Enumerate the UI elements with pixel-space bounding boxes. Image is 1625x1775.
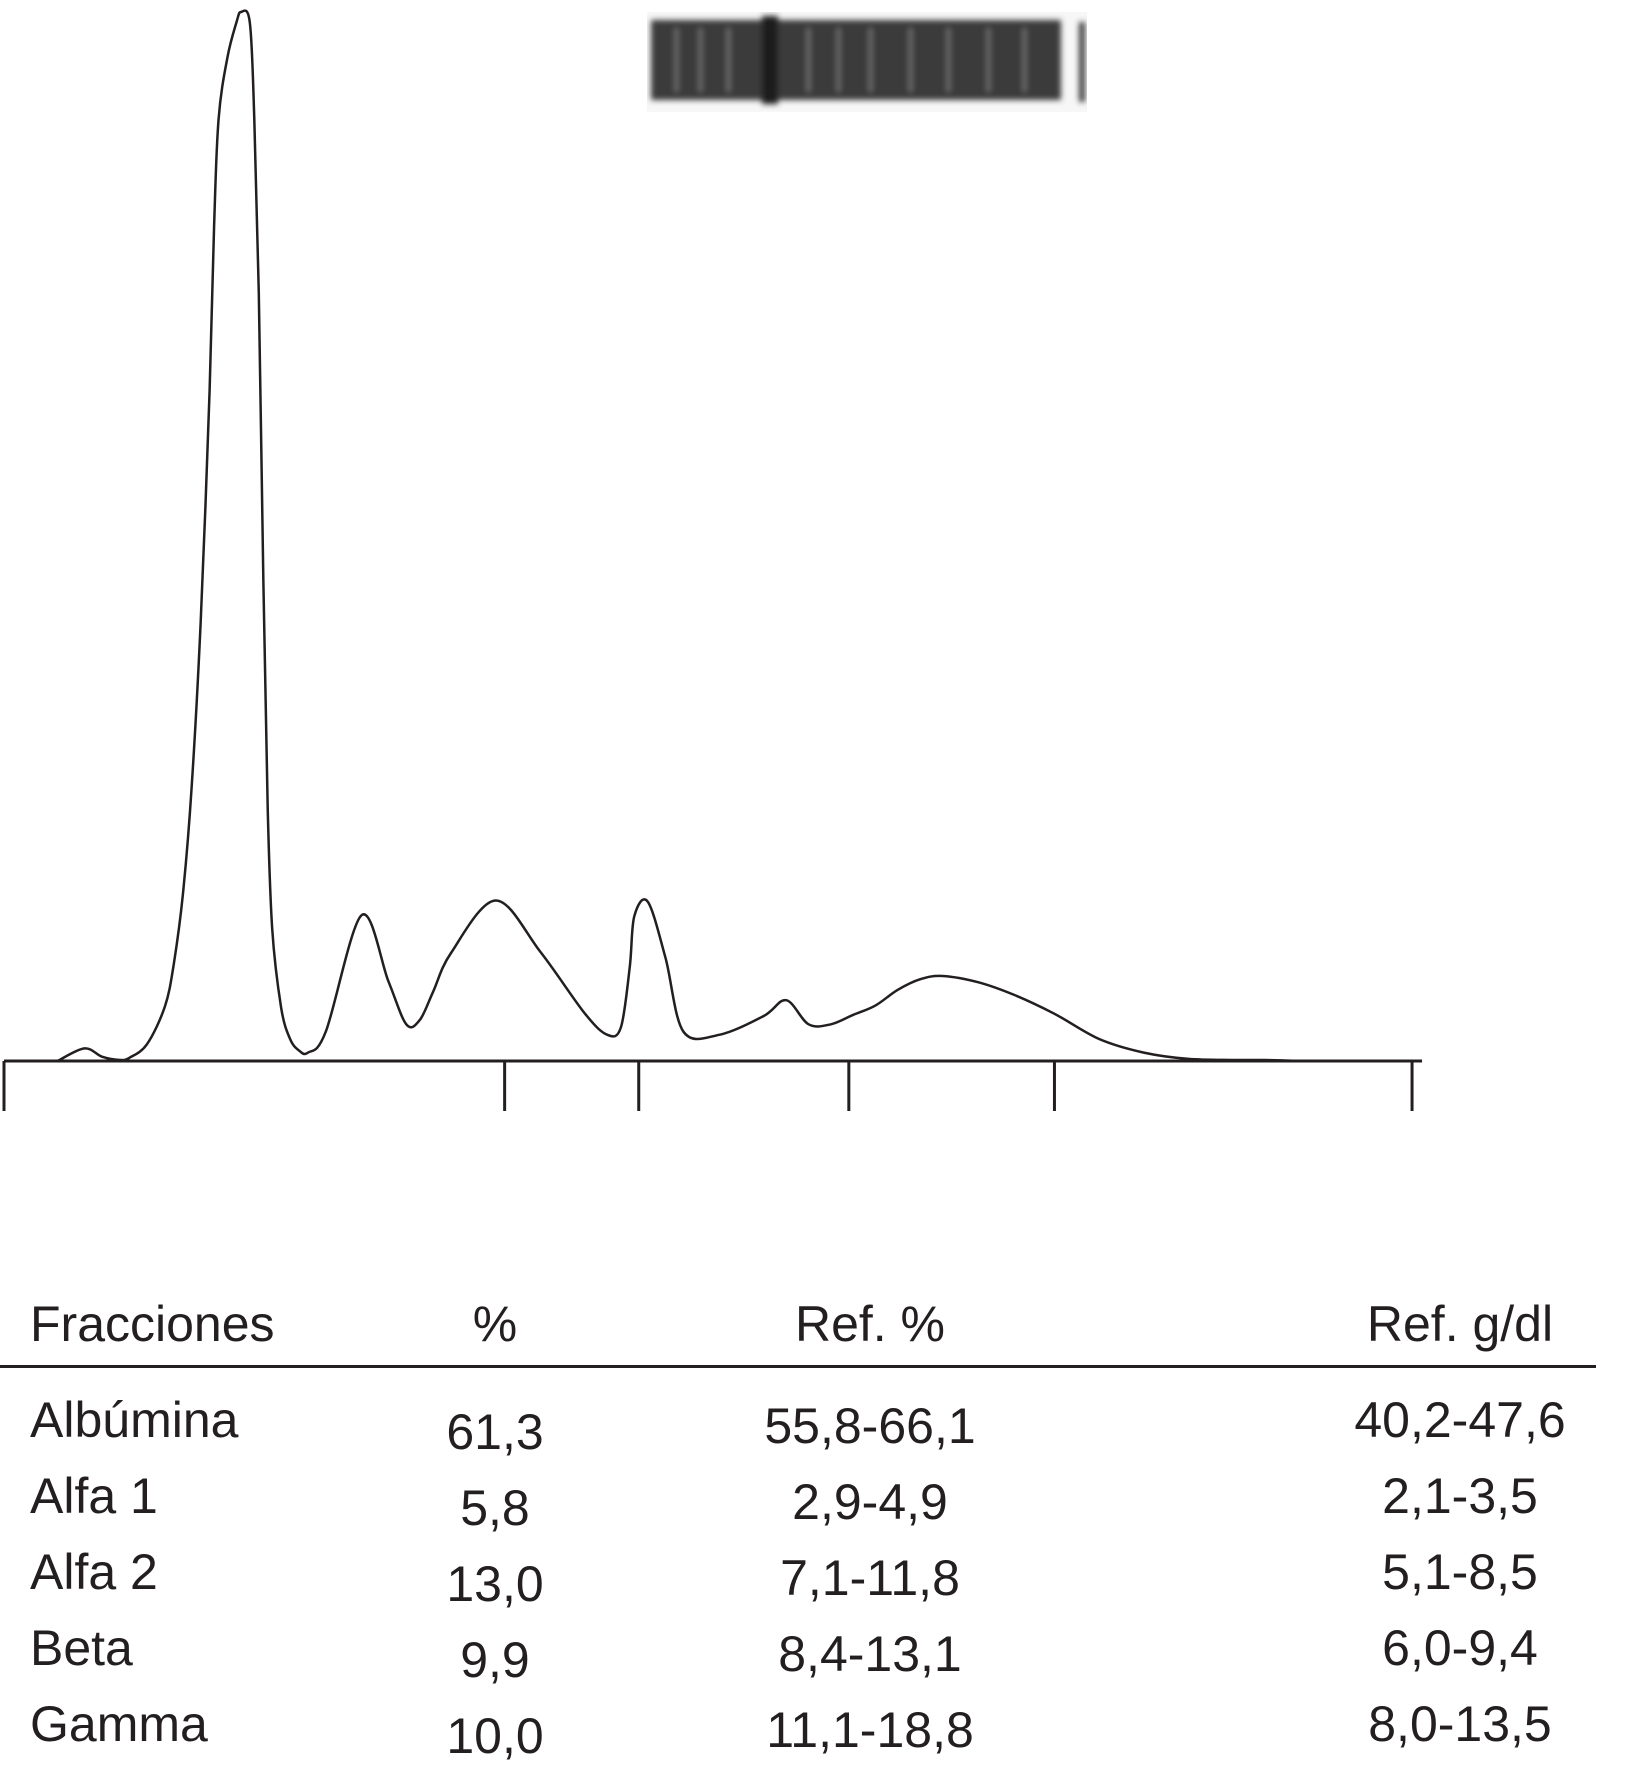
row-ref-gdl: 8,0-13,5	[1368, 1696, 1552, 1752]
electrophoresis-plot	[2, 9, 1423, 1111]
row-percent: 13,0	[446, 1556, 544, 1612]
row-percent: 61,3	[446, 1404, 544, 1460]
table-header: Fracciones % Ref. % Ref. g/dl	[0, 1285, 1625, 1365]
table-row: Beta 9,9 8,4-13,1 6,0-9,4	[0, 1623, 1625, 1699]
plot-marks	[2, 9, 1423, 1111]
row-fraction: Alfa 1	[30, 1468, 158, 1524]
row-percent: 10,0	[446, 1708, 544, 1764]
row-fraction: Gamma	[30, 1696, 208, 1752]
row-ref-percent: 55,8-66,1	[764, 1398, 976, 1454]
row-ref-gdl: 40,2-47,6	[1354, 1392, 1566, 1448]
row-ref-percent: 7,1-11,8	[780, 1550, 960, 1606]
row-fraction: Alfa 2	[30, 1544, 158, 1600]
row-fraction: Beta	[30, 1620, 133, 1676]
header-fraction: Fracciones	[30, 1296, 275, 1352]
gel-band-image	[647, 12, 1087, 112]
row-ref-gdl: 2,1-3,5	[1382, 1468, 1538, 1524]
row-ref-percent: 8,4-13,1	[778, 1626, 962, 1682]
header-percent: %	[472, 1296, 518, 1352]
fractions-table: Fracciones % Ref. % Ref. g/dl Albúmina 6…	[0, 1285, 1625, 1769]
header-ref-percent: Ref. %	[794, 1296, 946, 1352]
densitometry-curve	[57, 9, 1301, 1063]
row-ref-percent: 11,1-18,8	[766, 1702, 974, 1758]
row-ref-gdl: 5,1-8,5	[1382, 1544, 1538, 1600]
row-fraction: Albúmina	[30, 1392, 239, 1448]
header-ref-gdl: Ref. g/dl	[1366, 1296, 1554, 1352]
table-row: Alfa 2 13,0 7,1-11,8 5,1-8,5	[0, 1547, 1625, 1623]
row-percent: 5,8	[460, 1480, 530, 1536]
table-row: Gamma 10,0 11,1-18,8 8,0-13,5	[0, 1699, 1625, 1775]
row-ref-gdl: 6,0-9,4	[1382, 1620, 1538, 1676]
table-row: Albúmina 61,3 55,8-66,1 40,2-47,6	[0, 1395, 1625, 1471]
row-percent: 9,9	[460, 1632, 530, 1688]
header-divider	[0, 1365, 1596, 1368]
table-row: Alfa 1 5,8 2,9-4,9 2,1-3,5	[0, 1471, 1625, 1547]
row-ref-percent: 2,9-4,9	[792, 1474, 948, 1530]
